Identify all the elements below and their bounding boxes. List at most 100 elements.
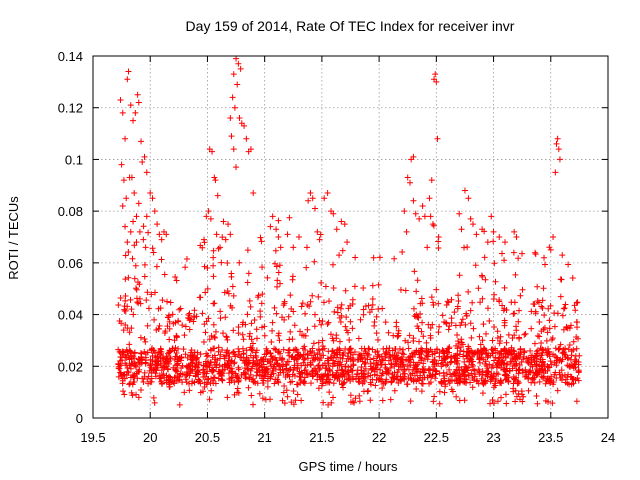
data-point [294, 391, 301, 398]
data-point [257, 356, 264, 363]
data-point [539, 358, 546, 365]
data-point [289, 371, 296, 378]
data-point [320, 399, 327, 406]
data-point [212, 328, 219, 335]
data-point [123, 195, 130, 202]
data-point [362, 348, 369, 355]
data-point [536, 378, 543, 385]
data-point [342, 345, 349, 352]
data-point [459, 316, 466, 323]
data-point [289, 276, 296, 283]
data-point [251, 317, 258, 324]
data-point [564, 325, 571, 332]
data-point [241, 122, 248, 129]
data-point [172, 353, 179, 360]
data-point [555, 346, 562, 353]
data-point [470, 325, 477, 332]
data-point [186, 310, 193, 317]
data-point [433, 360, 440, 367]
data-point [197, 351, 204, 358]
data-point [482, 276, 489, 283]
data-point [162, 358, 169, 365]
data-point [273, 310, 280, 317]
data-point [502, 391, 509, 398]
y-tick-label: 0.1 [65, 152, 83, 167]
data-point [429, 321, 436, 328]
data-point [565, 261, 572, 268]
data-point [223, 334, 230, 341]
data-point [347, 318, 354, 325]
data-point [292, 346, 299, 353]
data-point [150, 367, 157, 374]
data-point [516, 366, 523, 373]
data-point [152, 361, 159, 368]
data-point [373, 357, 380, 364]
data-point [151, 208, 158, 215]
data-point [480, 321, 487, 328]
data-point [347, 363, 354, 370]
data-point [156, 322, 163, 329]
data-point [456, 376, 463, 383]
y-tick-label: 0.08 [58, 204, 83, 219]
data-point [448, 353, 455, 360]
data-point [171, 380, 178, 387]
data-point [226, 379, 233, 386]
data-point [463, 352, 470, 359]
data-point [326, 379, 333, 386]
data-point [281, 316, 288, 323]
data-point [418, 295, 425, 302]
data-point [285, 313, 292, 320]
data-point [125, 68, 132, 75]
data-point [180, 346, 187, 353]
data-point [547, 358, 554, 365]
data-point [120, 327, 127, 334]
data-point [553, 140, 560, 147]
data-point [347, 356, 354, 363]
data-point [325, 360, 332, 367]
data-point [542, 380, 549, 387]
data-point [157, 305, 164, 312]
data-point [143, 213, 150, 220]
data-point [243, 361, 250, 368]
data-point [498, 380, 505, 387]
data-point [478, 272, 485, 279]
data-point [122, 135, 129, 142]
data-point [132, 262, 139, 269]
x-tick-label: 22 [372, 430, 386, 445]
data-point [448, 377, 455, 384]
data-point [200, 362, 207, 369]
data-point [236, 348, 243, 355]
data-point [244, 279, 251, 286]
data-point [458, 319, 465, 326]
data-point [458, 366, 465, 373]
data-point [142, 244, 149, 251]
data-point [398, 359, 405, 366]
data-point [526, 368, 533, 375]
data-point [190, 318, 197, 325]
data-point [412, 210, 419, 217]
data-point [153, 327, 160, 334]
data-point [336, 338, 343, 345]
data-point [171, 356, 178, 363]
data-point [137, 350, 144, 357]
data-point [127, 380, 134, 387]
data-point [373, 313, 380, 320]
data-point [134, 279, 141, 286]
data-point [297, 352, 304, 359]
data-point [259, 291, 266, 298]
data-point [141, 273, 148, 280]
y-axis-label: ROTI / TECUs [6, 196, 21, 280]
data-point [510, 249, 517, 256]
data-point [316, 357, 323, 364]
data-point [329, 335, 336, 342]
data-point [308, 352, 315, 359]
data-point [274, 277, 281, 284]
data-point [369, 295, 376, 302]
data-point [203, 213, 210, 220]
data-point [305, 197, 312, 204]
data-point [269, 319, 276, 326]
data-point [122, 321, 129, 328]
data-point [145, 305, 152, 312]
data-point [558, 367, 565, 374]
data-point [479, 295, 486, 302]
